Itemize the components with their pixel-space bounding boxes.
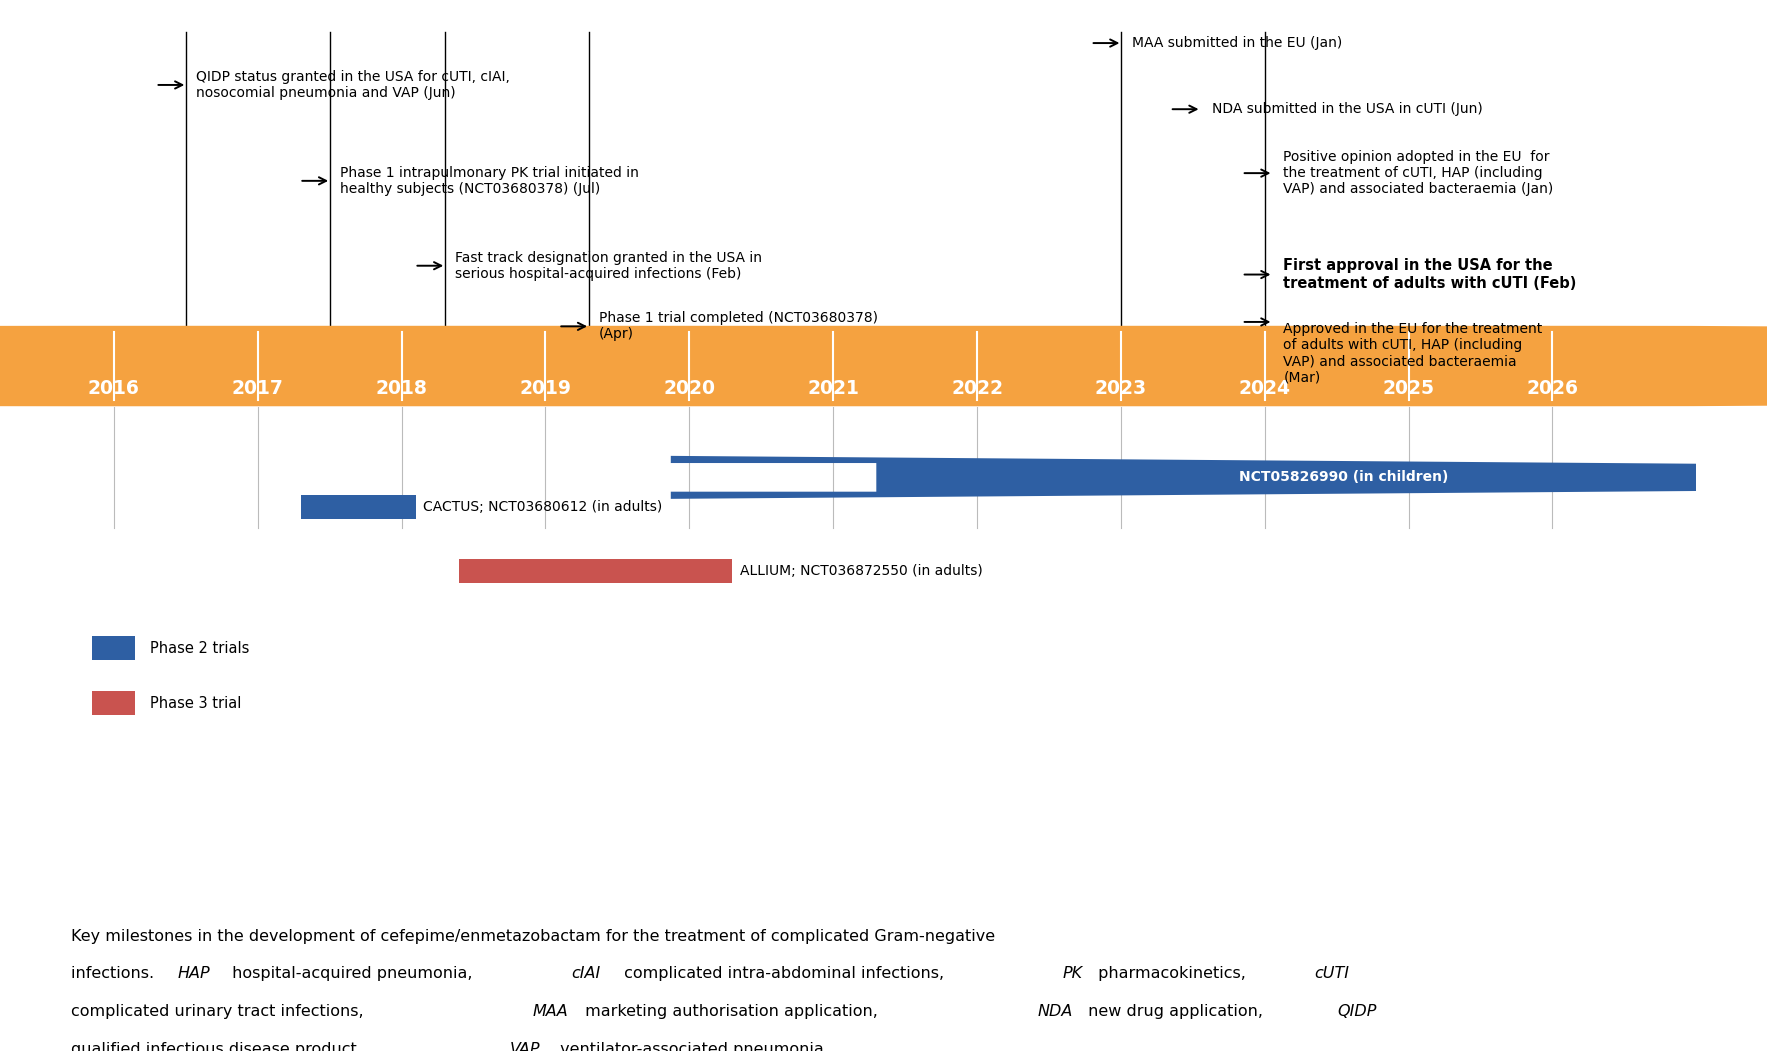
Text: 2024: 2024 xyxy=(1239,379,1290,398)
Text: QIDP status granted in the USA for cUTI, cIAI,
nosocomial pneumonia and VAP (Jun: QIDP status granted in the USA for cUTI,… xyxy=(196,69,509,100)
Text: ALLIUM; NCT036872550 (in adults): ALLIUM; NCT036872550 (in adults) xyxy=(740,564,982,578)
Text: MAA: MAA xyxy=(532,1005,569,1019)
Text: qualified infectious disease product,: qualified infectious disease product, xyxy=(71,1043,368,1051)
Bar xyxy=(92,636,136,660)
Text: 2026: 2026 xyxy=(1527,379,1578,398)
Text: ventilator-associated pneumonia: ventilator-associated pneumonia xyxy=(555,1043,823,1051)
Text: complicated urinary tract infections,: complicated urinary tract infections, xyxy=(71,1005,378,1019)
Text: First approval in the USA for the
treatment of adults with cUTI (Feb): First approval in the USA for the treatm… xyxy=(1283,259,1576,291)
Bar xyxy=(92,692,136,716)
Text: 2019: 2019 xyxy=(519,379,571,398)
Text: Fast track designation granted in the USA in
serious hospital-acquired infection: Fast track designation granted in the US… xyxy=(454,250,762,281)
Text: QIDP: QIDP xyxy=(1338,1005,1376,1019)
Text: NDA submitted in the USA in cUTI (Jun): NDA submitted in the USA in cUTI (Jun) xyxy=(1212,102,1483,117)
Text: 2020: 2020 xyxy=(663,379,716,398)
Text: 2018: 2018 xyxy=(376,379,428,398)
FancyBboxPatch shape xyxy=(0,326,1767,407)
FancyBboxPatch shape xyxy=(671,456,1767,499)
Bar xyxy=(300,495,415,519)
Text: CACTUS; NCT03680612 (in adults): CACTUS; NCT03680612 (in adults) xyxy=(422,500,663,514)
Text: Phase 2 trials: Phase 2 trials xyxy=(150,641,249,656)
Text: Approved in the EU for the treatment
of adults with cUTI, HAP (including
VAP) an: Approved in the EU for the treatment of … xyxy=(1283,322,1543,385)
Text: NCT05826990 (in children): NCT05826990 (in children) xyxy=(1239,471,1449,485)
Text: PK: PK xyxy=(1062,967,1083,982)
Text: Phase 1 trial completed (NCT03680378)
(Apr): Phase 1 trial completed (NCT03680378) (A… xyxy=(599,311,878,342)
Text: Positive opinion adopted in the EU  for
the treatment of cUTI, HAP (including
VA: Positive opinion adopted in the EU for t… xyxy=(1283,150,1553,197)
Text: NDA: NDA xyxy=(1037,1005,1073,1019)
Text: 2023: 2023 xyxy=(1096,379,1147,398)
Text: HAP: HAP xyxy=(178,967,210,982)
Text: VAP: VAP xyxy=(509,1043,541,1051)
Text: Phase 3 trial: Phase 3 trial xyxy=(150,696,240,710)
Text: hospital-acquired pneumonia,: hospital-acquired pneumonia, xyxy=(226,967,477,982)
Text: new drug application,: new drug application, xyxy=(1083,1005,1269,1019)
Text: Phase 1 intrapulmonary PK trial initiated in
healthy subjects (NCT03680378) (Jul: Phase 1 intrapulmonary PK trial initiate… xyxy=(339,166,638,195)
Text: 2021: 2021 xyxy=(808,379,859,398)
Text: cUTI: cUTI xyxy=(1315,967,1350,982)
Text: infections.: infections. xyxy=(71,967,159,982)
Text: 2017: 2017 xyxy=(231,379,284,398)
Text: marketing authorisation application,: marketing authorisation application, xyxy=(580,1005,882,1019)
Text: MAA submitted in the EU (Jan): MAA submitted in the EU (Jan) xyxy=(1133,36,1343,50)
Text: 2025: 2025 xyxy=(1382,379,1435,398)
Text: 2016: 2016 xyxy=(88,379,140,398)
Bar xyxy=(459,559,733,583)
Text: pharmacokinetics,: pharmacokinetics, xyxy=(1094,967,1251,982)
Text: 2022: 2022 xyxy=(951,379,1004,398)
Text: Key milestones in the development of cefepime/enmetazobactam for the treatment o: Key milestones in the development of cef… xyxy=(71,929,995,944)
Text: complicated intra-abdominal infections,: complicated intra-abdominal infections, xyxy=(618,967,949,982)
Text: cIAI: cIAI xyxy=(571,967,601,982)
